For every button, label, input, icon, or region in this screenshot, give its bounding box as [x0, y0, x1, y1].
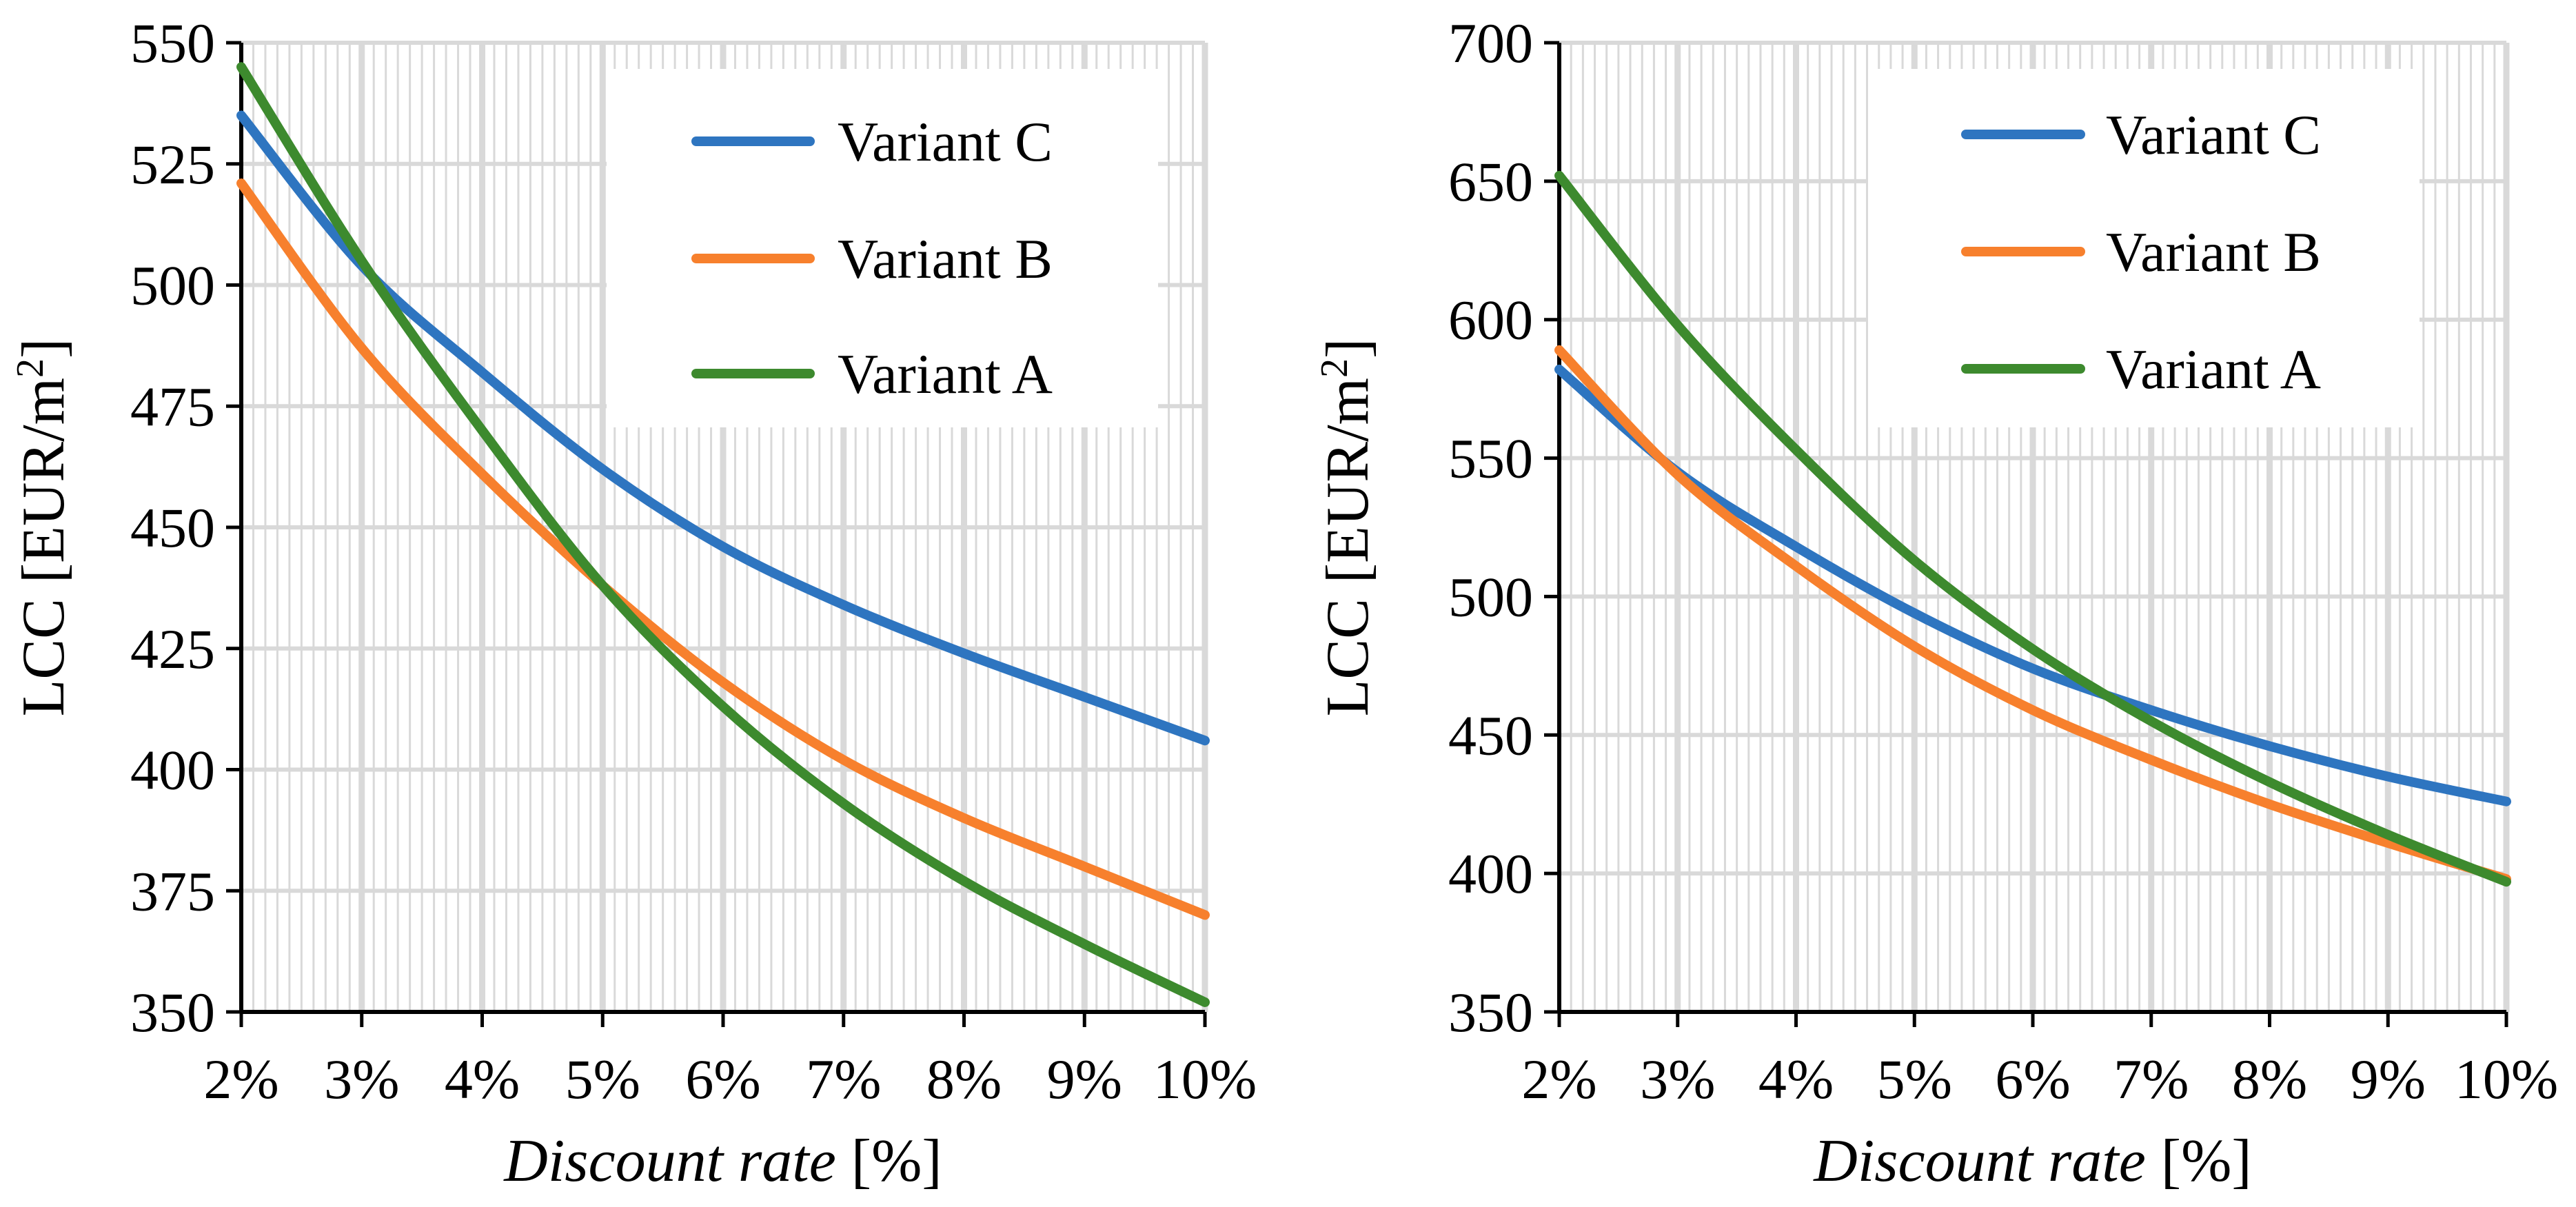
series-line-variant-c — [1554, 365, 2511, 807]
legend-label: Variant C — [838, 110, 1053, 173]
x-tick-label: 9% — [1047, 1048, 1122, 1110]
x-tick-label: 8% — [2232, 1048, 2307, 1110]
legend-label: Variant B — [2106, 221, 2321, 283]
gridlines — [1559, 41, 2510, 1012]
legend-background — [607, 69, 1158, 427]
x-tick-label: 10% — [1153, 1048, 1257, 1110]
x-tick-label: 9% — [2351, 1048, 2426, 1110]
x-tick-label: 6% — [1995, 1048, 2070, 1110]
chart-2: 350 400 450 500 550 600 650 700 2% 3% 4% 5% 6% 7% 8% 9%… — [1313, 12, 2558, 1195]
x-tick-label: 2% — [1521, 1048, 1596, 1110]
x-tick-label: 3% — [1640, 1048, 1715, 1110]
x-tick-label: 4% — [445, 1048, 520, 1110]
y-tick-label: 700 — [1448, 12, 1533, 74]
y-tick-label: 450 — [130, 496, 215, 559]
y-tick-label: 400 — [1448, 842, 1533, 905]
x-tick-label: 5% — [1877, 1048, 1952, 1110]
legend: Variant C Variant B Variant A — [607, 69, 1158, 427]
x-tick-label: 6% — [685, 1048, 760, 1110]
x-tick-label: 3% — [324, 1048, 399, 1110]
x-axis-title: Discount rate [%] — [1813, 1128, 2251, 1195]
y-tick-label: 600 — [1448, 289, 1533, 352]
y-tick-label: 650 — [1448, 150, 1533, 213]
x-axis-title: Discount rate [%] — [503, 1128, 942, 1195]
legend: Variant C Variant B Variant A — [1868, 69, 2420, 427]
legend-label: Variant C — [2106, 103, 2321, 166]
x-tick-label: 7% — [806, 1048, 881, 1110]
y-tick-label: 350 — [1448, 981, 1533, 1044]
x-tick-label: 8% — [926, 1048, 1002, 1110]
y-axis-title: LCC [EUR/m2] — [1313, 338, 1381, 717]
x-tick-label: 5% — [565, 1048, 640, 1110]
legend-background — [1868, 69, 2420, 427]
y-tick-label: 500 — [1448, 565, 1533, 628]
y-tick-label: 500 — [130, 254, 215, 317]
y-tick-label: 400 — [130, 739, 215, 802]
series-line-variant-a — [1554, 170, 2511, 887]
legend-label: Variant A — [2106, 338, 2321, 400]
y-tick-label: 350 — [130, 981, 215, 1044]
y-tick-label: 475 — [130, 375, 215, 438]
series-line-variant-b — [1554, 345, 2511, 884]
y-axis-title: LCC [EUR/m2] — [9, 338, 77, 717]
y-tick-label: 375 — [130, 860, 215, 922]
y-tick-label: 450 — [1448, 704, 1533, 767]
x-tick-label: 10% — [2455, 1048, 2558, 1110]
x-tick-label: 7% — [2113, 1048, 2189, 1110]
chart-1: 350 375 400 425 450 475 500 525 550 2% 3% 4% 5% 6% 7% 8… — [9, 12, 1257, 1195]
series-line-variant-b — [236, 178, 1210, 920]
y-tick-label: 550 — [1448, 427, 1533, 490]
x-tick-label: 4% — [1758, 1048, 1834, 1110]
y-tick-label: 550 — [130, 12, 215, 74]
y-tick-label: 425 — [130, 618, 215, 680]
y-tick-label: 525 — [130, 133, 215, 196]
legend-label: Variant A — [838, 343, 1053, 405]
legend-label: Variant B — [838, 227, 1053, 290]
series-line-variant-a — [236, 62, 1210, 1007]
x-tick-label: 2% — [203, 1048, 278, 1110]
